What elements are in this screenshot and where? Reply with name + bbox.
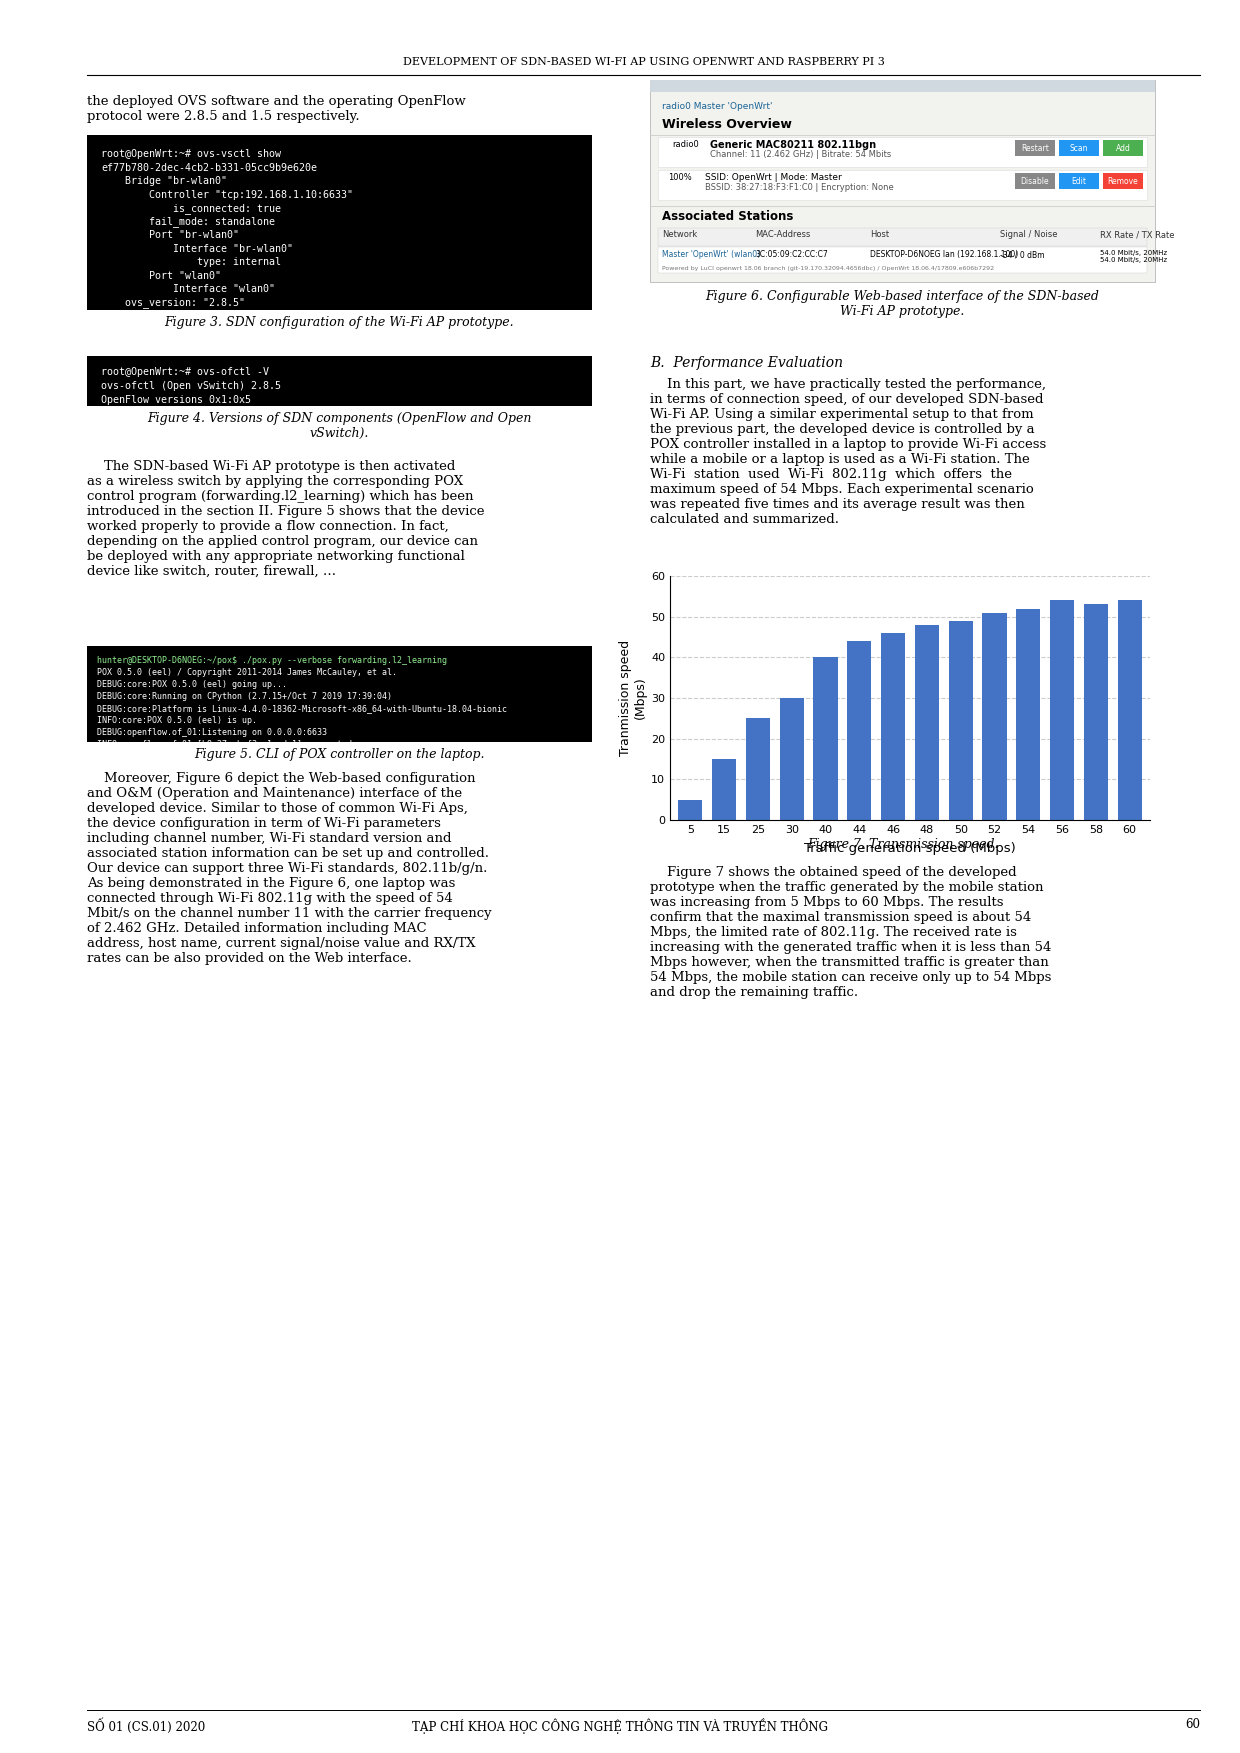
Text: type: internal: type: internal <box>100 258 281 266</box>
Text: Figure 7 shows the obtained speed of the developed
prototype when the traffic ge: Figure 7 shows the obtained speed of the… <box>650 866 1052 999</box>
Text: the deployed OVS software and the operating OpenFlow
protocol were 2.8.5 and 1.5: the deployed OVS software and the operat… <box>87 95 466 123</box>
Text: DEBUG:openflow.of_01:Listening on 0.0.0.0:6633: DEBUG:openflow.of_01:Listening on 0.0.0.… <box>97 727 327 736</box>
Text: Master 'OpenWrt' (wlan0): Master 'OpenWrt' (wlan0) <box>662 251 760 259</box>
Bar <box>712 759 737 820</box>
Text: hunter@DESKTOP-D6NOEG:~/pox$ ./pox.py --verbose forwarding.l2_learning: hunter@DESKTOP-D6NOEG:~/pox$ ./pox.py --… <box>97 656 446 664</box>
Text: Figure 6. Configurable Web-based interface of the SDN-based
Wi-Fi AP prototype.: Figure 6. Configurable Web-based interfa… <box>706 289 1100 317</box>
Text: Disable: Disable <box>1021 177 1049 186</box>
Text: Controller "tcp:192.168.1.10:6633": Controller "tcp:192.168.1.10:6633" <box>100 189 353 200</box>
Bar <box>1016 174 1055 189</box>
Text: ovs_version: "2.8.5": ovs_version: "2.8.5" <box>100 298 246 309</box>
Text: Figure 4. Versions of SDN components (OpenFlow and Open
vSwitch).: Figure 4. Versions of SDN components (Op… <box>148 412 532 440</box>
Text: SỐ 01 (CS.01) 2020: SỐ 01 (CS.01) 2020 <box>87 1718 206 1734</box>
Bar <box>1059 140 1099 156</box>
Text: 54.0 Mbit/s, 20MHz
54.0 Mbit/s, 20MHz: 54.0 Mbit/s, 20MHz 54.0 Mbit/s, 20MHz <box>1100 251 1167 263</box>
Text: Network: Network <box>662 230 697 238</box>
Text: DEBUG:core:POX 0.5.0 (eel) going up...: DEBUG:core:POX 0.5.0 (eel) going up... <box>97 680 286 689</box>
Text: ef77b780-2dec-4cb2-b331-05cc9b9e620e: ef77b780-2dec-4cb2-b331-05cc9b9e620e <box>100 163 317 172</box>
Text: 3C:05:09:C2:CC:C7: 3C:05:09:C2:CC:C7 <box>755 251 828 259</box>
Text: Bridge "br-wlan0": Bridge "br-wlan0" <box>100 175 227 186</box>
Text: radio0 Master 'OpenWrt': radio0 Master 'OpenWrt' <box>662 102 773 110</box>
Bar <box>1104 174 1143 189</box>
Text: DEBUG:core:Platform is Linux-4.4.0-18362-Microsoft-x86_64-with-Ubuntu-18.04-bion: DEBUG:core:Platform is Linux-4.4.0-18362… <box>97 705 507 713</box>
Text: POX 0.5.0 (eel) / Copyright 2011-2014 James McCauley, et al.: POX 0.5.0 (eel) / Copyright 2011-2014 Ja… <box>97 668 397 677</box>
Text: BSSID: 38:27:18:F3:F1:C0 | Encryption: None: BSSID: 38:27:18:F3:F1:C0 | Encryption: N… <box>706 182 894 193</box>
Bar <box>982 612 1007 820</box>
Bar <box>1059 174 1099 189</box>
Bar <box>658 247 1147 273</box>
Text: -34 / 0 dBm: -34 / 0 dBm <box>999 251 1044 259</box>
Text: B.  Performance Evaluation: B. Performance Evaluation <box>650 356 843 370</box>
Text: Figure 3. SDN configuration of the Wi-Fi AP prototype.: Figure 3. SDN configuration of the Wi-Fi… <box>165 316 515 330</box>
Text: is_connected: true: is_connected: true <box>100 203 281 214</box>
Bar <box>949 621 973 820</box>
Text: radio0: radio0 <box>672 140 699 149</box>
Text: OpenFlow versions 0x1:0x5: OpenFlow versions 0x1:0x5 <box>100 394 250 405</box>
Bar <box>847 642 872 820</box>
Bar <box>1117 600 1142 820</box>
Bar <box>1104 140 1143 156</box>
Bar <box>87 356 591 407</box>
Bar <box>658 228 1147 245</box>
Bar <box>780 698 804 820</box>
Bar <box>658 170 1147 200</box>
Text: Scan: Scan <box>1070 144 1089 153</box>
Text: DESKTOP-D6NOEG lan (192.168.1.100): DESKTOP-D6NOEG lan (192.168.1.100) <box>870 251 1018 259</box>
Text: TẠP CHÍ KHOA HỌC CÔNG NGHỆ THÔNG TIN VÀ TRUYỀN THÔNG: TẠP CHÍ KHOA HỌC CÔNG NGHỆ THÔNG TIN VÀ … <box>412 1718 828 1734</box>
Text: Generic MAC80211 802.11bgn: Generic MAC80211 802.11bgn <box>711 140 877 151</box>
Text: root@OpenWrt:~# ovs-vsctl show: root@OpenWrt:~# ovs-vsctl show <box>100 149 281 160</box>
Text: Port "wlan0": Port "wlan0" <box>100 270 221 280</box>
Bar <box>880 633 905 820</box>
Bar <box>87 647 591 742</box>
Text: DEBUG:forwarding.l2_learning:Connection [b8-27-eb-f3-e1-cd 1]: DEBUG:forwarding.l2_learning:Connection … <box>97 752 402 761</box>
Text: Wireless Overview: Wireless Overview <box>662 117 792 131</box>
Bar <box>745 719 770 820</box>
Text: ovs-ofctl (Open vSwitch) 2.8.5: ovs-ofctl (Open vSwitch) 2.8.5 <box>100 380 281 391</box>
Text: Host: Host <box>870 230 889 238</box>
Bar <box>87 135 591 310</box>
Text: Edit: Edit <box>1071 177 1086 186</box>
Text: Figure 7. Transmission speed.: Figure 7. Transmission speed. <box>807 838 998 850</box>
Text: Interface "wlan0": Interface "wlan0" <box>100 284 275 295</box>
Text: Channel: 11 (2.462 GHz) | Bitrate: 54 Mbits: Channel: 11 (2.462 GHz) | Bitrate: 54 Mb… <box>711 151 892 160</box>
Text: MAC-Address: MAC-Address <box>755 230 811 238</box>
X-axis label: Traffic generation speed (Mbps): Traffic generation speed (Mbps) <box>804 841 1016 855</box>
Text: DEVELOPMENT OF SDN-BASED WI-FI AP USING OPENWRT AND RASPBERRY PI 3: DEVELOPMENT OF SDN-BASED WI-FI AP USING … <box>403 58 884 67</box>
Text: Interface "br-wlan0": Interface "br-wlan0" <box>100 244 293 254</box>
Text: INFO:core:POX 0.5.0 (eel) is up.: INFO:core:POX 0.5.0 (eel) is up. <box>97 715 257 726</box>
Text: DEBUG:core:Running on CPython (2.7.15+/Oct 7 2019 17:39:04): DEBUG:core:Running on CPython (2.7.15+/O… <box>97 692 392 701</box>
Text: In this part, we have practically tested the performance,
in terms of connection: In this part, we have practically tested… <box>650 379 1047 526</box>
Text: Restart: Restart <box>1021 144 1049 153</box>
Text: The SDN-based Wi-Fi AP prototype is then activated
as a wireless switch by apply: The SDN-based Wi-Fi AP prototype is then… <box>87 459 485 578</box>
Text: INFO:openflow.of_01:[b8-27-eb-f3-e1-cd 1] connected: INFO:openflow.of_01:[b8-27-eb-f3-e1-cd 1… <box>97 740 352 749</box>
Text: root@OpenWrt:~# ovs-ofctl -V: root@OpenWrt:~# ovs-ofctl -V <box>100 366 269 377</box>
Bar <box>650 81 1154 91</box>
Bar <box>1016 140 1055 156</box>
Text: Figure 5. CLI of POX controller on the laptop.: Figure 5. CLI of POX controller on the l… <box>195 749 485 761</box>
Text: Add: Add <box>1116 144 1131 153</box>
Text: 60: 60 <box>1185 1718 1200 1730</box>
Text: Remove: Remove <box>1107 177 1138 186</box>
Text: Associated Stations: Associated Stations <box>662 210 794 223</box>
Text: Moreover, Figure 6 depict the Web-based configuration
and O&M (Operation and Mai: Moreover, Figure 6 depict the Web-based … <box>87 771 491 964</box>
Bar <box>1016 608 1040 820</box>
Text: Powered by LuCI openwrt 18.06 branch (git-19.170.32094.4656dbc) / OpenWrt 18.06.: Powered by LuCI openwrt 18.06 branch (gi… <box>662 266 994 272</box>
Text: RX Rate / TX Rate: RX Rate / TX Rate <box>1100 230 1174 238</box>
Text: 100%: 100% <box>668 174 692 182</box>
Bar <box>1084 605 1109 820</box>
Bar <box>658 137 1147 167</box>
Text: SSID: OpenWrt | Mode: Master: SSID: OpenWrt | Mode: Master <box>706 174 842 182</box>
Text: Port "br-wlan0": Port "br-wlan0" <box>100 230 239 240</box>
Bar <box>650 81 1154 282</box>
Bar <box>678 799 702 820</box>
Bar <box>813 657 838 820</box>
Bar <box>915 624 939 820</box>
Bar <box>1050 600 1074 820</box>
Text: fail_mode: standalone: fail_mode: standalone <box>100 217 275 228</box>
Text: Signal / Noise: Signal / Noise <box>999 230 1058 238</box>
Y-axis label: Tranmission speed
(Mbps): Tranmission speed (Mbps) <box>619 640 647 756</box>
